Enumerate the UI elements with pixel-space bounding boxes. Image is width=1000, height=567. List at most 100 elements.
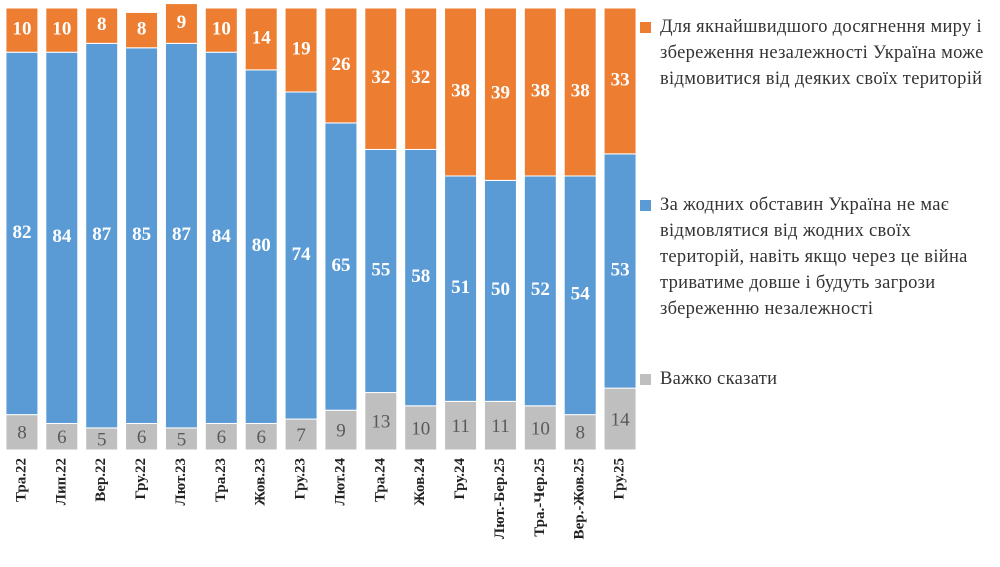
data-label: 74: [292, 244, 312, 265]
data-label: 80: [252, 235, 271, 256]
data-label: 65: [331, 255, 350, 276]
bar-segment: [45, 7, 79, 53]
data-label: 85: [132, 224, 151, 245]
data-label: 6: [217, 427, 227, 448]
bar-segment: [284, 7, 318, 93]
x-tick-label: Тра.22: [13, 458, 29, 502]
data-label: 11: [451, 416, 469, 437]
data-label: 6: [57, 427, 67, 448]
bar-segment: [324, 7, 358, 124]
bar-segment: [45, 422, 79, 451]
data-label: 10: [52, 18, 71, 39]
legend-swatch: [640, 200, 651, 211]
x-tick-label: Тра.24: [372, 458, 388, 503]
data-label: 9: [336, 420, 346, 441]
bar-segment: [563, 7, 597, 177]
x-tick-label: Гру.25: [612, 458, 628, 500]
x-tick-label: Гру.23: [293, 458, 309, 500]
data-label: 6: [256, 427, 266, 448]
bar-segment: [204, 422, 238, 451]
data-label: 52: [531, 279, 550, 300]
bar-segment: [5, 7, 39, 53]
legend-swatch: [640, 22, 651, 33]
bar-segment: [45, 51, 79, 424]
data-label: 11: [491, 416, 509, 437]
data-label: 10: [411, 418, 430, 439]
data-label: 10: [12, 18, 31, 39]
bar-segment: [404, 148, 438, 407]
data-label: 9: [177, 12, 187, 33]
bar-segment: [5, 414, 39, 451]
bar-segment: [125, 422, 159, 451]
data-label: 6: [137, 427, 147, 448]
data-label: 5: [177, 429, 187, 450]
bar-segment: [483, 400, 517, 451]
bar-segment: [444, 400, 478, 451]
x-tick-label: Жов.24: [412, 458, 428, 506]
data-label: 8: [137, 18, 147, 39]
bar-segment: [483, 7, 517, 181]
x-tick-label: Гру.22: [133, 458, 149, 500]
bar-segment: [404, 405, 438, 451]
data-label: 39: [491, 83, 510, 104]
data-label: 38: [531, 80, 550, 101]
data-label: 54: [571, 284, 591, 305]
x-tick-label: Вер.22: [93, 458, 109, 502]
data-label: 7: [296, 425, 306, 446]
legend-label: За жодних обставин Україна не має відмов…: [660, 195, 968, 319]
x-tick-label: Вер.-Жов.25: [572, 458, 588, 539]
data-label: 13: [371, 412, 390, 433]
data-label: 5: [97, 429, 107, 450]
data-label: 26: [331, 54, 350, 75]
x-tick-label: Лют.24: [332, 458, 348, 506]
data-label: 87: [172, 224, 192, 245]
data-label: 10: [531, 418, 550, 439]
bar-segment: [85, 7, 119, 44]
bar-segment: [85, 42, 119, 429]
legend-label: Для якнайшвидшого досягнення миру і збер…: [660, 17, 984, 89]
bar-segment: [204, 7, 238, 53]
bar-segment: [523, 405, 557, 451]
data-label: 10: [212, 18, 231, 39]
bar-segment: [364, 392, 398, 451]
data-label: 19: [292, 38, 311, 59]
bar-segment: [284, 91, 318, 420]
x-tick-label: Гру.24: [452, 458, 468, 500]
data-label: 14: [611, 409, 631, 430]
bar-segment: [404, 7, 438, 150]
x-tick-label: Тра.-Чер.25: [532, 458, 548, 537]
bar-segment: [603, 153, 637, 389]
bar-segment: [603, 7, 637, 155]
bar-segment: [324, 409, 358, 451]
legend-entry: Важко сказати: [640, 366, 992, 392]
data-label: 32: [411, 67, 430, 88]
x-tick-label: Тра.23: [213, 458, 229, 502]
chart: 88210Тра.2268410Лип.225878Вер.226858Гру.…: [5, 3, 637, 539]
legend-label: Важко сказати: [660, 369, 778, 389]
legend-entry: За жодних обставин Україна не має відмов…: [640, 192, 992, 322]
bar-segment: [523, 175, 557, 407]
data-label: 58: [411, 266, 430, 287]
legend-swatch: [640, 374, 651, 385]
bar-segment: [204, 51, 238, 424]
data-label: 87: [92, 224, 112, 245]
data-label: 50: [491, 279, 510, 300]
data-label: 32: [371, 67, 390, 88]
bar-segment: [125, 11, 159, 49]
data-label: 53: [611, 259, 630, 280]
bar-segment: [523, 7, 557, 177]
bar-segment: [444, 7, 478, 177]
bar-segment: [5, 51, 39, 416]
data-label: 8: [575, 423, 585, 444]
bar-segment: [603, 387, 637, 451]
legend-entry: Для якнайшвидшого досягнення миру і збер…: [640, 14, 992, 92]
data-label: 55: [371, 259, 390, 280]
x-tick-label: Жов.23: [253, 458, 269, 506]
data-label: 82: [12, 222, 31, 243]
bar-segment: [164, 42, 198, 429]
data-label: 38: [571, 80, 590, 101]
bar-segment: [244, 7, 278, 71]
data-label: 8: [17, 423, 27, 444]
data-label: 33: [611, 69, 630, 90]
